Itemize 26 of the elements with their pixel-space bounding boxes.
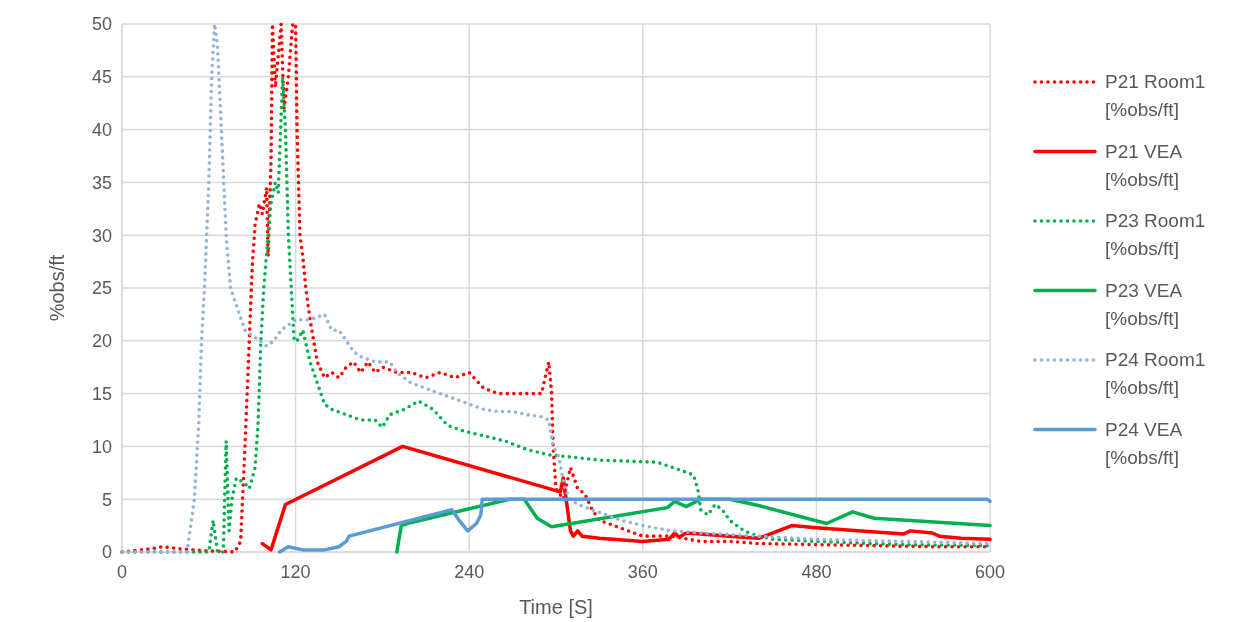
x-tick-label: 240 — [454, 562, 485, 582]
y-tick-label: 20 — [91, 331, 112, 352]
y-tick-label: 50 — [91, 14, 112, 35]
y-tick-label: 15 — [91, 383, 112, 404]
y-tick-label: 0 — [101, 542, 112, 563]
y-tick-label: 35 — [91, 172, 112, 193]
line-series — [277, 497, 992, 554]
legend-label: P24 VEA [%obs/ft] — [1105, 418, 1183, 468]
y-tick-label: 45 — [91, 67, 112, 88]
legend-label: P21 VEA [%obs/ft] — [1105, 140, 1183, 190]
legend-label: P24 Room1 [%obs/ft] — [1105, 349, 1206, 398]
x-tick-label: 600 — [974, 562, 1006, 582]
x-tick-label: 120 — [280, 562, 311, 582]
x-tick-label: 360 — [627, 562, 658, 582]
x-tick-label: 480 — [801, 562, 832, 582]
y-tick-label: 25 — [91, 278, 112, 299]
y-tick-label: 10 — [91, 436, 112, 457]
legend-label: P21 Room1 [%obs/ft] — [1105, 71, 1206, 120]
x-tick-label: 0 — [116, 562, 128, 582]
legend-label: P23 VEA [%obs/ft] — [1105, 279, 1183, 329]
x-axis-title: Time [S] — [519, 596, 593, 618]
legend-label: P23 Room1 [%obs/ft] — [1105, 210, 1206, 259]
y-tick-label: 40 — [91, 119, 112, 140]
y-axis-title: %obs/ft — [46, 254, 68, 322]
y-tick-label: 5 — [101, 489, 112, 510]
y-tick-label: 30 — [91, 225, 112, 246]
